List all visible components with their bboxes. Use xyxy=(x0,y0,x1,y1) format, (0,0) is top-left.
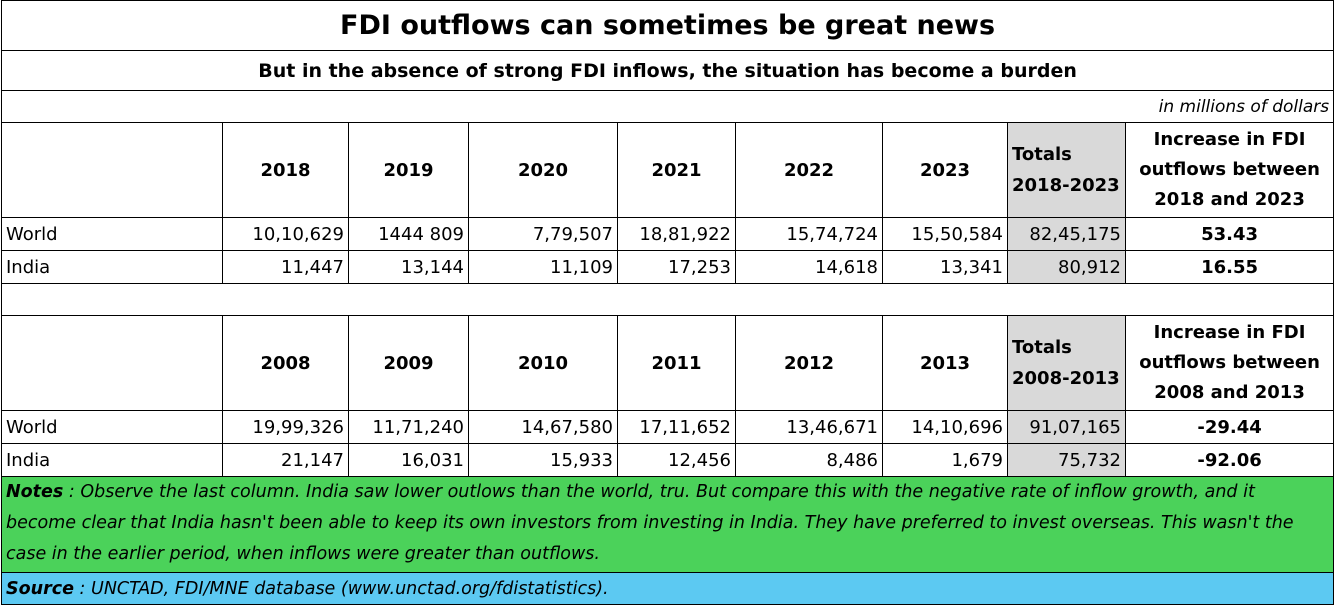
source-row: Source : UNCTAD, FDI/MNE database (www.u… xyxy=(0,572,1334,605)
cell: 18,81,922 xyxy=(617,217,736,251)
subtitle-row: But in the absence of strong FDI inflows… xyxy=(0,50,1334,91)
data-row: India 11,447 13,144 11,109 17,253 14,618 13,34… xyxy=(1,250,1334,284)
source: Source : UNCTAD, FDI/MNE database (www.u… xyxy=(0,572,1334,605)
cell: 11,71,240 xyxy=(348,410,469,444)
cell: 1444 809 xyxy=(348,217,469,251)
cell: 53.43 xyxy=(1124,217,1334,251)
spacer xyxy=(0,283,1334,316)
header-cell: Increase in FDI outflows between 2008 an… xyxy=(1124,315,1334,411)
header-cell: 2020 xyxy=(468,122,618,218)
cell: 16,031 xyxy=(348,443,469,477)
cell: 15,933 xyxy=(468,443,618,477)
title: FDI outflows can sometimes be great news xyxy=(0,0,1334,51)
cell: 1,679 xyxy=(882,443,1008,477)
header-cell: 2022 xyxy=(735,122,883,218)
header-cell: 2018 xyxy=(222,122,349,218)
cell: 14,67,580 xyxy=(468,410,618,444)
row-label: World xyxy=(1,410,223,444)
header-cell: Increase in FDI outflows between 2018 an… xyxy=(1124,122,1334,218)
cell: 8,486 xyxy=(735,443,883,477)
cell: 15,74,724 xyxy=(735,217,883,251)
cell: 12,456 xyxy=(617,443,736,477)
row-label: World xyxy=(1,217,223,251)
cell: 91,07,165 xyxy=(1007,410,1126,444)
header-cell: 2013 xyxy=(882,315,1008,411)
data-row: World 19,99,326 11,71,240 14,67,580 17,11,65… xyxy=(1,410,1334,444)
header-cell: 2008 xyxy=(222,315,349,411)
cell: -92.06 xyxy=(1124,443,1334,477)
cell: 15,50,584 xyxy=(882,217,1008,251)
corner-cell xyxy=(1,122,223,218)
row-label: India xyxy=(1,250,223,284)
cell: 11,447 xyxy=(222,250,349,284)
cell: 14,618 xyxy=(735,250,883,284)
data-row: India 21,147 16,031 15,933 12,456 8,486 1,679 7… xyxy=(1,443,1334,477)
title-row: FDI outflows can sometimes be great news xyxy=(0,0,1334,51)
cell: 13,144 xyxy=(348,250,469,284)
header-cell: Totals 2008-2013 xyxy=(1007,315,1126,411)
header-cell: 2023 xyxy=(882,122,1008,218)
cell: 13,46,671 xyxy=(735,410,883,444)
cell: 10,10,629 xyxy=(222,217,349,251)
cell: 13,341 xyxy=(882,250,1008,284)
cell: 17,253 xyxy=(617,250,736,284)
notes-label: Notes xyxy=(6,482,64,502)
header-cell: 2011 xyxy=(617,315,736,411)
notes: Notes : Observe the last column. India s… xyxy=(0,476,1334,573)
header-cell: 2010 xyxy=(468,315,618,411)
cell: -29.44 xyxy=(1124,410,1334,444)
notes-text: : Observe the last column. India saw low… xyxy=(6,482,1294,564)
header-cell: Totals 2018-2023 xyxy=(1007,122,1126,218)
spacer-row xyxy=(0,283,1334,316)
header-cell: 2012 xyxy=(735,315,883,411)
cell: 17,11,652 xyxy=(617,410,736,444)
header-row: 2008 2009 2010 2011 2012 2013 Totals 2008-2013… xyxy=(1,315,1334,411)
source-label: Source xyxy=(6,578,74,599)
cell: 80,912 xyxy=(1007,250,1126,284)
corner-cell xyxy=(1,315,223,411)
subtitle: But in the absence of strong FDI inflows… xyxy=(0,50,1334,91)
header-cell: 2009 xyxy=(348,315,469,411)
data-row: World 10,10,629 1444 809 7,79,507 18,81,922 1… xyxy=(1,217,1334,251)
header-row: 2018 2019 2020 2021 2022 2023 Totals 2018-2023… xyxy=(1,122,1334,218)
units: in millions of dollars xyxy=(0,90,1334,123)
header-cell: 2019 xyxy=(348,122,469,218)
cell: 21,147 xyxy=(222,443,349,477)
row-label: India xyxy=(1,443,223,477)
cell: 7,79,507 xyxy=(468,217,618,251)
cell: 14,10,696 xyxy=(882,410,1008,444)
source-text: : UNCTAD, FDI/MNE database (www.unctad.o… xyxy=(79,578,609,599)
cell: 75,732 xyxy=(1007,443,1126,477)
notes-row: Notes : Observe the last column. India s… xyxy=(0,476,1334,573)
cell: 19,99,326 xyxy=(222,410,349,444)
header-cell: 2021 xyxy=(617,122,736,218)
cell: 82,45,175 xyxy=(1007,217,1126,251)
cell: 16.55 xyxy=(1124,250,1334,284)
units-row: in millions of dollars xyxy=(0,90,1334,123)
cell: 11,109 xyxy=(468,250,618,284)
